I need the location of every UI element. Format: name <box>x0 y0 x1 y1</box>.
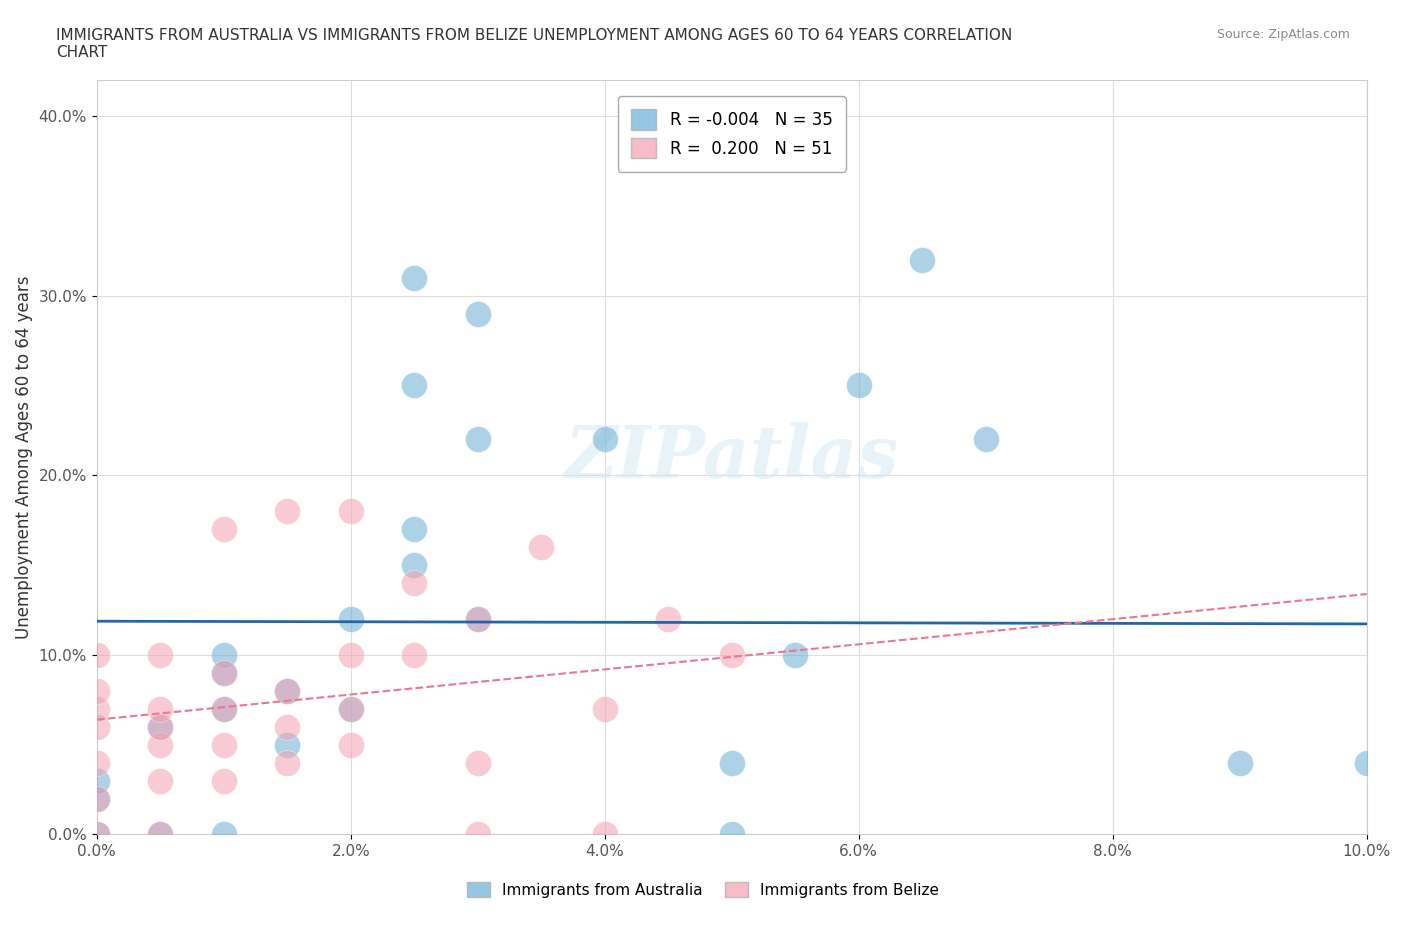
Point <box>404 558 426 573</box>
Legend: Immigrants from Australia, Immigrants from Belize: Immigrants from Australia, Immigrants fr… <box>461 875 945 904</box>
Point <box>149 827 172 842</box>
Point <box>593 432 616 446</box>
Point <box>276 755 298 770</box>
Point <box>339 504 361 519</box>
Point <box>720 827 742 842</box>
Point <box>212 773 235 788</box>
Point <box>149 719 172 734</box>
Point <box>86 755 108 770</box>
Point <box>86 827 108 842</box>
Point <box>785 647 807 662</box>
Point <box>1229 755 1251 770</box>
Point <box>404 378 426 392</box>
Point <box>1355 755 1378 770</box>
Point <box>593 827 616 842</box>
Point <box>212 701 235 716</box>
Text: IMMIGRANTS FROM AUSTRALIA VS IMMIGRANTS FROM BELIZE UNEMPLOYMENT AMONG AGES 60 T: IMMIGRANTS FROM AUSTRALIA VS IMMIGRANTS … <box>56 28 1012 60</box>
Y-axis label: Unemployment Among Ages 60 to 64 years: Unemployment Among Ages 60 to 64 years <box>15 275 32 639</box>
Point <box>720 647 742 662</box>
Point <box>149 719 172 734</box>
Point <box>86 791 108 806</box>
Point <box>467 827 489 842</box>
Legend: R = -0.004   N = 35, R =  0.200   N = 51: R = -0.004 N = 35, R = 0.200 N = 51 <box>617 96 846 172</box>
Point <box>467 612 489 627</box>
Point <box>911 252 934 267</box>
Point <box>86 791 108 806</box>
Point <box>593 701 616 716</box>
Point <box>212 665 235 680</box>
Point <box>149 773 172 788</box>
Point <box>86 684 108 698</box>
Text: ZIPatlas: ZIPatlas <box>565 422 898 493</box>
Point <box>848 378 870 392</box>
Point <box>530 539 553 554</box>
Point <box>212 665 235 680</box>
Point <box>86 701 108 716</box>
Point <box>339 701 361 716</box>
Point <box>467 432 489 446</box>
Point <box>467 306 489 321</box>
Point <box>86 827 108 842</box>
Point <box>212 737 235 752</box>
Point <box>86 773 108 788</box>
Point <box>339 701 361 716</box>
Point <box>212 701 235 716</box>
Point <box>149 827 172 842</box>
Point <box>212 647 235 662</box>
Point <box>657 612 679 627</box>
Point <box>276 719 298 734</box>
Point <box>404 576 426 591</box>
Point <box>720 755 742 770</box>
Point <box>467 755 489 770</box>
Point <box>974 432 997 446</box>
Point <box>86 719 108 734</box>
Point <box>276 684 298 698</box>
Point <box>339 647 361 662</box>
Point <box>212 522 235 537</box>
Point <box>86 647 108 662</box>
Point <box>339 737 361 752</box>
Point <box>212 827 235 842</box>
Point <box>467 612 489 627</box>
Point <box>404 271 426 286</box>
Point <box>276 737 298 752</box>
Point <box>149 701 172 716</box>
Point <box>149 737 172 752</box>
Point <box>404 647 426 662</box>
Point <box>276 684 298 698</box>
Point <box>404 522 426 537</box>
Text: Source: ZipAtlas.com: Source: ZipAtlas.com <box>1216 28 1350 41</box>
Point <box>149 647 172 662</box>
Point <box>276 504 298 519</box>
Point <box>339 612 361 627</box>
